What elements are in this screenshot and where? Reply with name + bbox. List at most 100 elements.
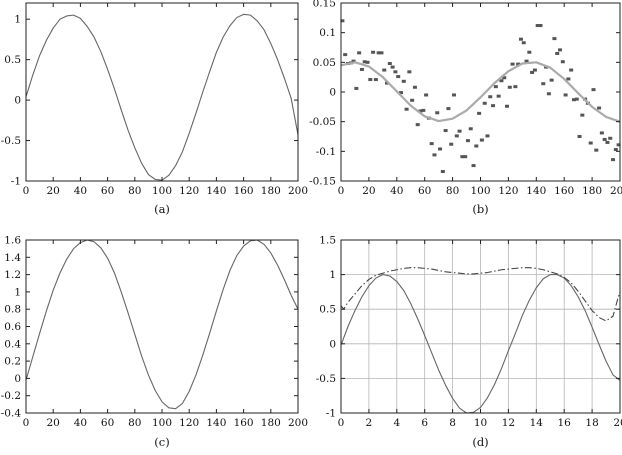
data-point [597,106,602,110]
panel-label: (a) [154,202,170,216]
y-tick-label: -0.2 [1,390,21,402]
data-point [571,98,576,102]
y-tick-label: 1 [14,14,21,26]
data-point [588,141,593,145]
data-point [546,92,551,96]
x-tick-label: 0 [338,417,345,429]
y-tick-label: -0.05 [309,116,336,128]
data-point [532,68,537,72]
y-tick-label: 0.5 [4,54,21,66]
data-point [404,107,409,111]
data-point [407,70,412,74]
data-point [611,158,616,162]
data-point [340,19,345,23]
data-point [365,60,370,64]
y-tick-label: 1.5 [319,235,336,247]
y-tick-label: 0.1 [319,27,336,39]
data-point [507,85,512,89]
x-tick-label: 200 [288,417,308,429]
x-tick-label: 14 [530,417,544,429]
y-tick-label: 0 [329,338,336,350]
x-tick-label: 8 [449,417,456,429]
series-line-0 [25,239,299,410]
data-point [460,155,465,159]
data-point [574,97,579,101]
data-point [505,104,510,108]
panel-b: 0 20 40 60 80 100 120 140 160 180 200 -0.15 -0.1 -0.0… [309,0,622,216]
data-point [454,134,459,138]
x-tick-label: 40 [390,185,403,197]
x-tick-label: 100 [152,185,172,197]
y-tick-label: 0 [14,95,21,107]
x-tick-label: 60 [101,185,114,197]
data-point [371,50,376,54]
x-tick-label: 10 [474,417,487,429]
y-tick-label: -0.5 [1,135,21,147]
data-point [418,109,423,113]
x-tick-label: 180 [261,185,281,197]
data-point [385,81,390,85]
data-point [566,77,571,81]
data-point [491,104,496,108]
x-tick-label: 60 [418,185,431,197]
x-tick-label: 20 [47,417,60,429]
data-point [410,98,415,102]
x-tick-label: 180 [261,417,281,429]
x-tick-label: 80 [128,185,141,197]
series-line-0 [25,13,299,181]
y-tick-label: 0.2 [4,356,21,368]
data-point [477,111,482,115]
x-tick-label: 0 [23,417,30,429]
data-point [482,101,487,105]
data-point [527,50,532,54]
x-tick-label: 6 [421,417,428,429]
data-point [401,79,406,83]
data-point [376,51,381,55]
y-tick-label: 0.8 [4,304,21,316]
x-tick-label: 20 [47,185,60,197]
data-point [382,68,387,72]
data-point [549,78,554,82]
y-tick-label: 1.6 [4,235,21,247]
y-tick-label: 0.15 [313,0,336,10]
y-tick-label: 1.4 [4,252,21,264]
data-point [471,164,476,168]
data-point [446,107,451,111]
x-tick-label: 0 [338,185,345,197]
data-point [354,86,359,90]
x-tick-label: 200 [610,185,622,197]
x-tick-label: 180 [582,185,602,197]
panel-label: (b) [472,202,488,216]
x-tick-label: 0 [23,185,30,197]
y-tick-label: 0 [329,87,336,99]
data-point [463,155,468,159]
data-point [373,78,378,82]
data-point [432,153,437,157]
data-point [443,129,448,133]
data-point [580,113,585,117]
y-tick-label: 1.2 [4,269,21,281]
x-tick-label: 12 [502,417,515,429]
data-point [496,94,501,98]
data-point [558,48,563,52]
series-line-0 [340,274,621,414]
panel-a: 0 20 40 60 80 100 120 140 160 180 200 -1 -0.5 0 0.5 1 (a… [1,2,308,216]
y-tick-label: 0.5 [319,304,336,316]
y-tick-label: 0.4 [4,338,21,350]
x-tick-label: 160 [234,417,254,429]
x-tick-label: 100 [470,185,490,197]
x-tick-label: 4 [393,417,400,429]
x-tick-label: 160 [234,185,254,197]
data-point [451,93,456,97]
data-point [390,65,395,69]
data-point [398,91,403,95]
series-line-1 [340,267,621,322]
data-point [387,62,392,66]
x-tick-label: 16 [558,417,572,429]
data-point [429,142,434,146]
x-tick-label: 2 [366,417,373,429]
data-point [379,51,384,55]
x-tick-label: 120 [179,185,199,197]
data-point [393,70,398,74]
